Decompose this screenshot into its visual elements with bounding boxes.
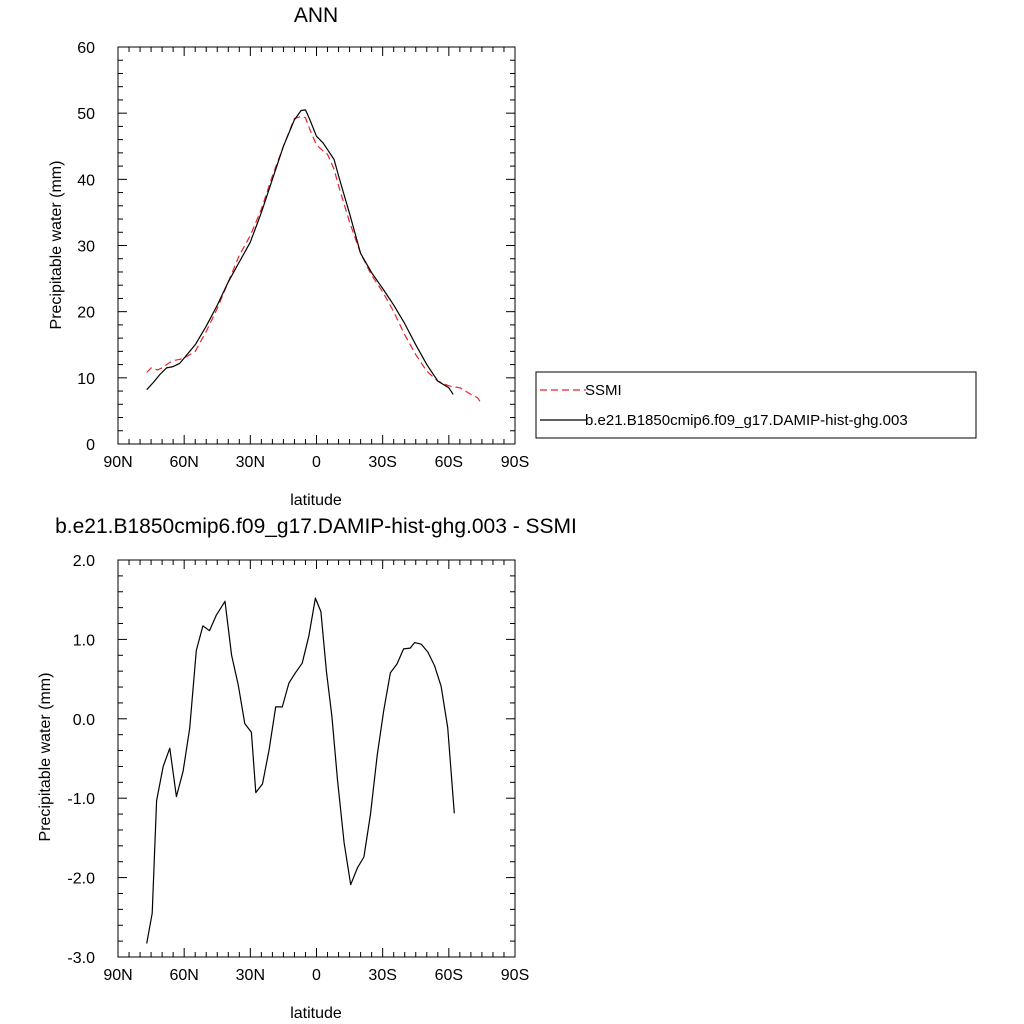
x-tick-label: 30S	[368, 967, 396, 984]
x-tick-label: 0	[312, 454, 321, 471]
ssmi-series-line	[146, 115, 483, 405]
bottom-panel: b.e21.B1850cmip6.f09_g17.DAMIP-hist-ghg.…	[37, 515, 577, 1022]
bottom-chart-title: b.e21.B1850cmip6.f09_g17.DAMIP-hist-ghg.…	[55, 515, 577, 538]
x-tick-label: 60N	[169, 454, 198, 471]
model-series-line	[146, 109, 454, 395]
y-tick-label: 10	[77, 371, 95, 388]
y-tick-label: 40	[77, 172, 95, 189]
y-tick-label: 60	[77, 40, 95, 57]
bottom-plot-frame	[117, 559, 516, 958]
top-tick-labels: 90N 60N 30N 0 30S 60S 90S 0 10 20 30 40 50 60	[77, 40, 529, 471]
y-tick-label: -3.0	[67, 950, 95, 967]
x-tick-label: 30N	[236, 454, 265, 471]
top-y-axis-label: Precipitable water (mm)	[48, 161, 65, 330]
x-tick-label: 60S	[435, 454, 463, 471]
x-tick-label: 30S	[368, 454, 396, 471]
top-chart-title: ANN	[294, 4, 338, 27]
chart-legend: SSMI b.e21.B1850cmip6.f09_g17.DAMIP-hist…	[535, 371, 977, 439]
top-plot-frame	[117, 46, 516, 445]
bottom-y-axis-label: Precipitable water (mm)	[37, 673, 54, 842]
x-tick-label: 60S	[435, 967, 463, 984]
x-tick-label: 0	[312, 967, 321, 984]
legend-label-ssmi: SSMI	[585, 382, 622, 399]
x-tick-label: 60N	[169, 967, 198, 984]
top-panel: ANN 90N 60N 30N 0 30S 60S 90S 0 10 20 30 40 50 60 lat…	[48, 4, 529, 509]
bottom-tick-labels: 90N 60N 30N 0 30S 60S 90S -3.0 -2.0 -1.0 0.0 1.0 2.0	[67, 553, 529, 984]
y-tick-label: 20	[77, 305, 95, 322]
y-tick-label: 0.0	[73, 712, 95, 729]
bottom-axis-ticks	[117, 559, 516, 958]
x-tick-label: 90S	[501, 454, 529, 471]
legend-label-model: b.e21.B1850cmip6.f09_g17.DAMIP-hist-ghg.…	[585, 412, 908, 429]
y-tick-label: -1.0	[67, 791, 95, 808]
y-tick-label: 2.0	[73, 553, 95, 570]
y-tick-label: 1.0	[73, 632, 95, 649]
top-x-axis-label: latitude	[290, 492, 342, 509]
x-tick-label: 90N	[103, 454, 132, 471]
x-tick-label: 30N	[236, 967, 265, 984]
bottom-x-axis-label: latitude	[290, 1005, 342, 1022]
y-tick-label: 50	[77, 106, 95, 123]
difference-series-line	[146, 597, 455, 944]
bottom-series-lines	[146, 597, 455, 944]
y-tick-label: 0	[86, 437, 95, 454]
legend-box	[535, 371, 977, 439]
x-tick-label: 90S	[501, 967, 529, 984]
top-series-lines	[146, 109, 483, 405]
top-axis-ticks	[117, 46, 516, 445]
x-tick-label: 90N	[103, 967, 132, 984]
y-tick-label: 30	[77, 239, 95, 256]
y-tick-label: -2.0	[67, 871, 95, 888]
